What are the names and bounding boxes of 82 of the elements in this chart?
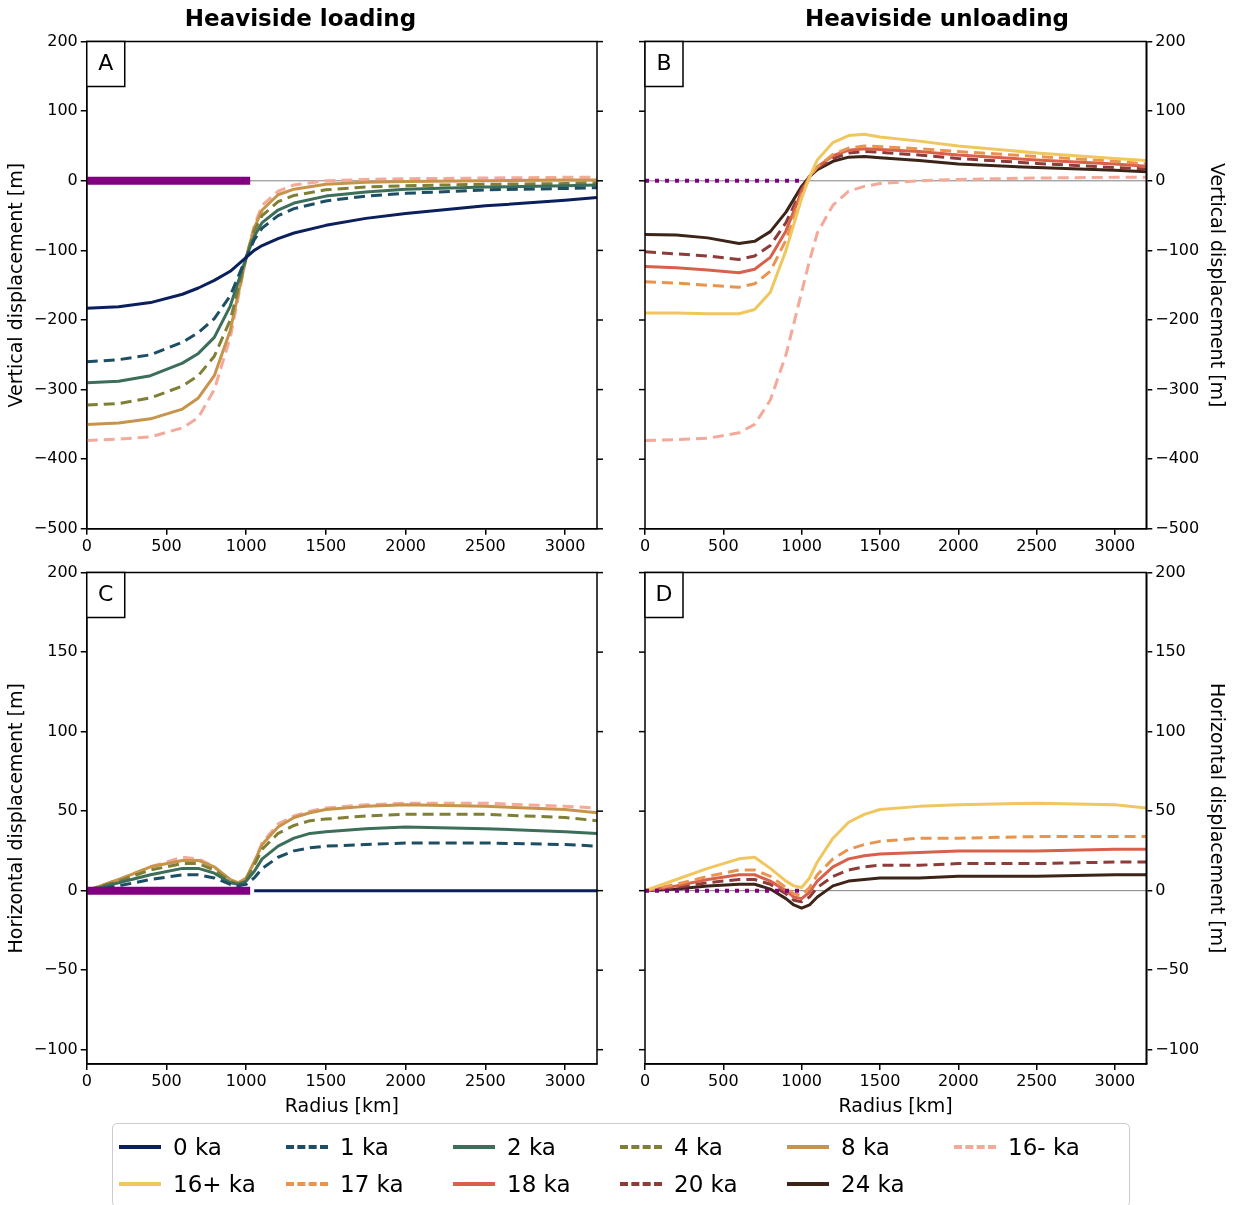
y-tick-label: 150: [1155, 641, 1186, 661]
legend-label: 16+ ka: [173, 1170, 256, 1197]
y-tick-label: −500: [1155, 517, 1200, 537]
chart-title: Heaviside loading: [184, 4, 417, 31]
x-tick-label: 0: [639, 535, 651, 555]
y-axis-title: Horizontal displacement [m]: [4, 683, 27, 954]
y-tick-label: −200: [33, 309, 78, 329]
legend-label: 24 ka: [841, 1170, 905, 1197]
y-tick-label: −300: [1155, 378, 1200, 398]
legend-label: 20 ka: [674, 1170, 738, 1197]
y-tick-label: −100: [1155, 239, 1200, 259]
x-tick-label: 2000: [385, 1070, 427, 1090]
legend-label: 1 ka: [340, 1133, 389, 1160]
x-axis-title: Radius [km]: [838, 1093, 953, 1116]
y-tick-label: −100: [1155, 1038, 1200, 1058]
x-tick-label: 500: [151, 535, 182, 555]
y-tick-label: 0: [67, 169, 78, 189]
x-tick-label: 1000: [781, 535, 822, 555]
y-tick-label: −50: [43, 959, 78, 979]
y-tick-label: 0: [67, 879, 78, 899]
line-series: [645, 175, 1147, 442]
y-tick-label: 200: [1155, 561, 1186, 581]
x-tick-label: 1500: [305, 535, 347, 555]
y-tick-label: 200: [47, 30, 78, 50]
x-tick-label: 2500: [1016, 535, 1057, 555]
legend-label: 2 ka: [507, 1133, 556, 1160]
x-tick-label: 1000: [225, 1070, 267, 1090]
x-tick-label: 0: [81, 535, 92, 555]
legend-label: 8 ka: [841, 1133, 890, 1160]
y-tick-label: −200: [1155, 309, 1200, 329]
y-tick-label: −500: [33, 517, 78, 537]
x-tick-label: 2000: [937, 535, 979, 555]
y-tick-label: 50: [57, 800, 78, 820]
chart-title: Heaviside unloading: [804, 4, 1070, 31]
x-tick-label: 2000: [385, 535, 427, 555]
x-tick-label: 3000: [544, 1070, 586, 1090]
y-tick-label: 100: [47, 720, 78, 740]
y-tick-label: −100: [33, 1038, 78, 1058]
y-tick-label: −400: [33, 448, 78, 468]
legend-label: 18 ka: [507, 1170, 571, 1197]
legend-label: 0 ka: [173, 1133, 222, 1160]
x-tick-label: 3000: [1094, 1070, 1136, 1090]
legend-label: 16- ka: [1008, 1133, 1080, 1160]
y-tick-label: 100: [1155, 720, 1186, 740]
y-tick-label: −100: [33, 239, 78, 259]
annotation: D: [655, 581, 673, 607]
x-tick-label: 2000: [937, 1070, 979, 1090]
x-tick-label: 0: [81, 1070, 92, 1090]
y-axis-title: Vertical displacement [m]: [1206, 162, 1229, 408]
y-axis-title: Horizontal displacement [m]: [1206, 683, 1229, 954]
y-tick-label: 50: [1155, 800, 1176, 820]
y-tick-label: 150: [47, 641, 78, 661]
legend-label: 17 ka: [340, 1170, 404, 1197]
x-tick-label: 500: [708, 535, 739, 555]
y-tick-label: 200: [47, 561, 78, 581]
annotation: A: [98, 50, 114, 76]
annotation: B: [656, 50, 672, 76]
x-tick-label: 1000: [781, 1070, 822, 1090]
x-tick-label: 2500: [465, 535, 506, 555]
y-tick-label: −300: [33, 378, 78, 398]
y-axis-title: Vertical displacement [m]: [4, 162, 27, 408]
y-tick-label: 100: [47, 100, 78, 120]
y-tick-label: −400: [1155, 448, 1200, 468]
legend-label: 4 ka: [674, 1133, 723, 1160]
x-tick-label: 1000: [225, 535, 267, 555]
y-tick-label: −50: [1155, 959, 1190, 979]
y-tick-label: 100: [1155, 100, 1186, 120]
y-tick-label: 0: [1155, 879, 1166, 899]
x-tick-label: 3000: [1094, 535, 1136, 555]
x-axis-title: Radius [km]: [284, 1093, 399, 1116]
x-tick-label: 1500: [305, 1070, 347, 1090]
x-tick-label: 1500: [859, 535, 901, 555]
y-tick-label: 0: [1155, 169, 1166, 189]
x-tick-label: 0: [639, 1070, 651, 1090]
x-tick-label: 1500: [859, 1070, 901, 1090]
annotation: C: [98, 581, 114, 607]
y-tick-label: 200: [1155, 30, 1186, 50]
x-tick-label: 2500: [1016, 1070, 1057, 1090]
x-tick-label: 500: [708, 1070, 739, 1090]
x-tick-label: 2500: [465, 1070, 506, 1090]
x-tick-label: 500: [151, 1070, 182, 1090]
x-tick-label: 3000: [544, 535, 586, 555]
